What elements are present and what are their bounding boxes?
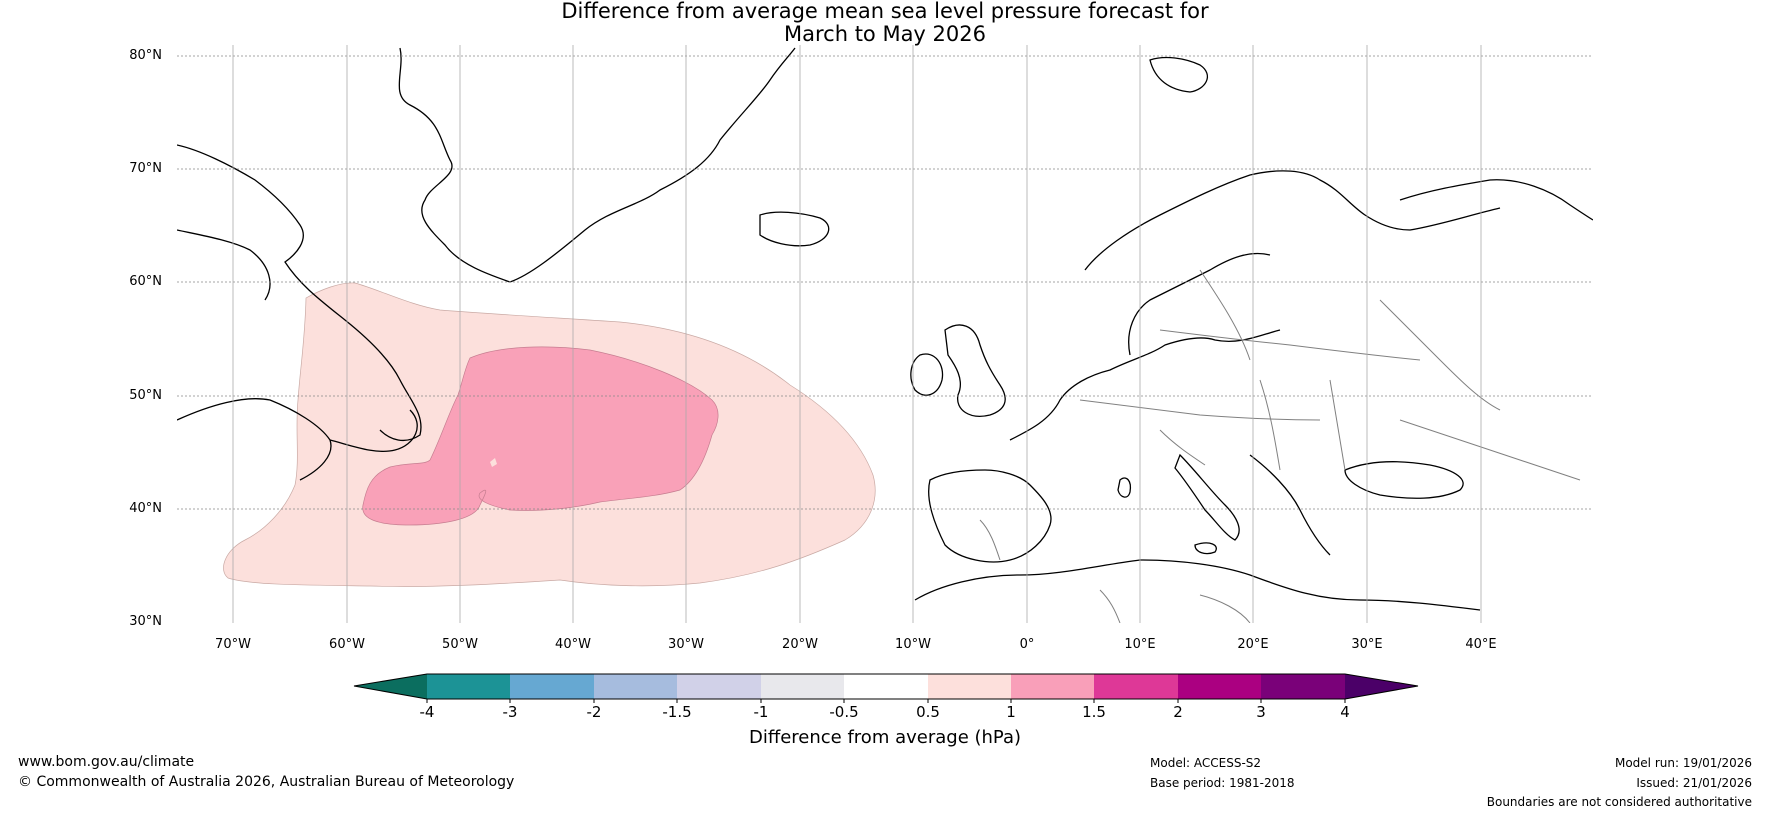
colorbar-extend-low xyxy=(354,674,427,699)
page-title: Difference from average mean sea level p… xyxy=(0,0,1770,46)
lon-label-70w: 70°W xyxy=(215,637,251,652)
graticule xyxy=(177,45,1593,623)
colorbar-tick-label: -2 xyxy=(586,703,602,721)
title-line-1: Difference from average mean sea level p… xyxy=(561,0,1209,23)
colorbar-tick-label: -1 xyxy=(753,703,769,721)
copyright-text: © Commonwealth of Australia 2026, Austra… xyxy=(18,774,515,790)
colorbar-bin xyxy=(594,674,677,699)
model-text: Model: ACCESS-S2 xyxy=(1150,756,1262,770)
disclaimer-text: Boundaries are not considered authoritat… xyxy=(1486,795,1752,809)
lon-label-50w: 50°W xyxy=(442,637,478,652)
colorbar-bin xyxy=(928,674,1011,699)
colorbar-extend-high xyxy=(1345,674,1418,699)
lon-label-20w: 20°W xyxy=(782,637,818,652)
lon-label-40e: 40°E xyxy=(1465,637,1497,652)
lat-label-70n: 70°N xyxy=(129,161,162,176)
lon-label-10w: 10°W xyxy=(895,637,931,652)
model-run-text: Model run: 19/01/2026 xyxy=(1614,756,1752,770)
lon-label-10e: 10°E xyxy=(1124,637,1156,652)
lat-label-50n: 50°N xyxy=(129,388,162,403)
lon-label-20e: 20°E xyxy=(1237,637,1269,652)
colorbar-bin xyxy=(761,674,844,699)
lat-label-80n: 80°N xyxy=(129,48,162,63)
colorbar-tick-label: 4 xyxy=(1340,703,1350,721)
colorbar-tick-label: -3 xyxy=(502,703,518,721)
issued-text: Issued: 21/01/2026 xyxy=(1636,776,1752,790)
lat-label-40n: 40°N xyxy=(129,501,162,516)
colorbar-tick-label: -0.5 xyxy=(829,703,859,721)
colorbar-tick-label: -1.5 xyxy=(662,703,692,721)
colorbar-bin xyxy=(844,674,928,699)
lat-label-60n: 60°N xyxy=(129,274,162,289)
title-line-2: March to May 2026 xyxy=(784,22,986,46)
colorbar-bin xyxy=(1011,674,1094,699)
colorbar-label: Difference from average (hPa) xyxy=(748,727,1022,748)
lat-label-30n: 30°N xyxy=(129,614,162,629)
lon-label-60w: 60°W xyxy=(329,637,365,652)
anomaly-hole xyxy=(490,458,497,467)
colorbar-tick-label: 3 xyxy=(1256,703,1266,721)
colorbar-tick-label: -4 xyxy=(419,703,435,721)
colorbar-bin xyxy=(510,674,594,699)
colorbar-bin xyxy=(427,674,510,699)
colorbar-bin xyxy=(1261,674,1345,699)
website-text: www.bom.gov.au/climate xyxy=(18,754,195,770)
colorbar-tick-label: 1 xyxy=(1006,703,1016,721)
lon-label-40w: 40°W xyxy=(555,637,591,652)
colorbar-tick-marks xyxy=(426,699,1346,703)
base-period-text: Base period: 1981-2018 xyxy=(1150,776,1295,790)
lon-label-0: 0° xyxy=(1019,637,1035,652)
colorbar-bin xyxy=(1094,674,1178,699)
colorbar-bin xyxy=(677,674,761,699)
lon-label-30w: 30°W xyxy=(668,637,704,652)
colorbar-tick-label: 0.5 xyxy=(916,703,940,721)
colorbar-tick-label: 2 xyxy=(1173,703,1183,721)
colorbar-tick-label: 1.5 xyxy=(1082,703,1106,721)
colorbar-bin xyxy=(1178,674,1261,699)
colorbar-bins xyxy=(427,674,1345,699)
lon-label-30e: 30°E xyxy=(1351,637,1383,652)
